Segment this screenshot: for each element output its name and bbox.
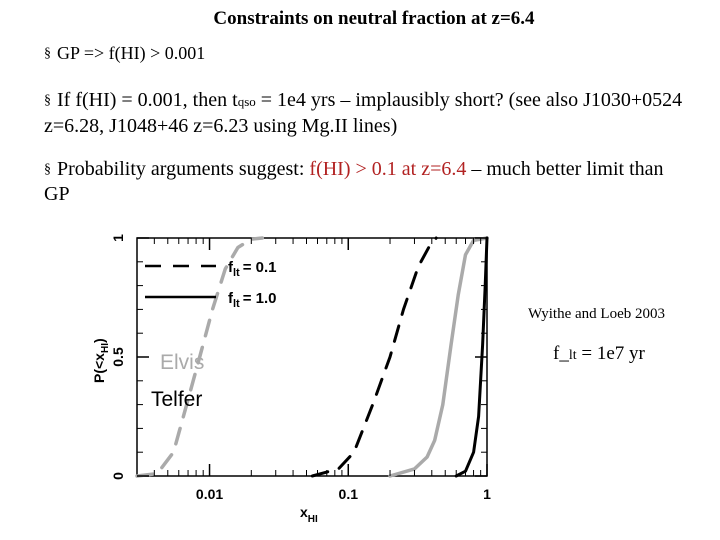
lifetime-label-main: f_ [553,343,569,364]
annotation-elvis: Elvis [160,351,204,374]
y-axis-label-end: ) [91,338,107,343]
y-tick-label: 1 [110,234,126,242]
x-axis-label: xHI [300,504,318,525]
y-tick-label: 0 [110,472,126,480]
bullet-prob-pre: Probability arguments suggest: [57,158,310,180]
legend-solid-value: = 1.0 [243,290,277,307]
bullet-prob-post: – much better limit than GP [44,158,664,205]
bullet-qso-post: = 1e4 yrs – implausibly short? (see also… [44,89,683,137]
legend-solid-label: flt = 1.0 [228,290,277,310]
x-tick-label: 0.01 [196,486,223,502]
x-axis-label-main: x [300,504,308,520]
lifetime-label-value: = 1e7 yr [576,343,645,364]
y-axis-label-main: P(<x [91,353,107,383]
series-line-1 [310,236,438,478]
legend-dashed-f: f [228,259,234,276]
bullet-qso-lifetime: § If f(HI) = 0.001, then tqso = 1e4 yrs –… [44,88,684,139]
annotation-telfer: Telfer [151,388,202,411]
legend-dashed-sub: lt [233,267,240,279]
slide-title: Constraints on neutral fraction at z=6.4 [213,8,535,29]
bullet-qso-pre: If f(HI) = 0.001, then t [57,89,238,111]
legend-dashed-label: flt = 0.1 [228,259,277,279]
bullet-gp-text: GP => f(HI) > 0.001 [57,43,206,63]
bullet-probability: § Probability arguments suggest: f(HI) > … [44,157,684,207]
x-tick-label: 1 [483,486,491,502]
bullet-gp: § GP => f(HI) > 0.001 [44,41,205,66]
y-tick-label: 0.5 [110,347,126,367]
y-axis-label: P(<xHI) [91,338,111,383]
series-line-0 [135,236,265,478]
bullet-glyph: § [44,93,51,108]
bullet-qso-sub: qso [237,94,256,109]
lifetime-label: f_lt = 1e7 yr [553,343,645,365]
legend-solid-f: f [228,290,234,307]
ticks-layer: 0.01 0.1 1 0 0.5 1 [110,234,491,502]
y-axis-label-sub: HI [100,343,111,353]
bullet-glyph: § [44,162,51,177]
legend-dashed-value: = 0.1 [243,259,277,276]
lifetime-label-sub: lt [568,348,577,363]
series-line-2 [388,236,489,478]
bullet-prob-highlight: f(HI) > 0.1 at z=6.4 [309,158,467,180]
credit-wyithe-loeb: Wyithe and Loeb 2003 [528,306,665,322]
x-tick-label: 0.1 [339,486,359,502]
legend: flt = 0.1 flt = 1.0 [145,259,277,310]
x-axis-label-sub: HI [308,514,318,525]
legend-solid-sub: lt [233,298,240,310]
bullet-glyph: § [44,46,51,61]
